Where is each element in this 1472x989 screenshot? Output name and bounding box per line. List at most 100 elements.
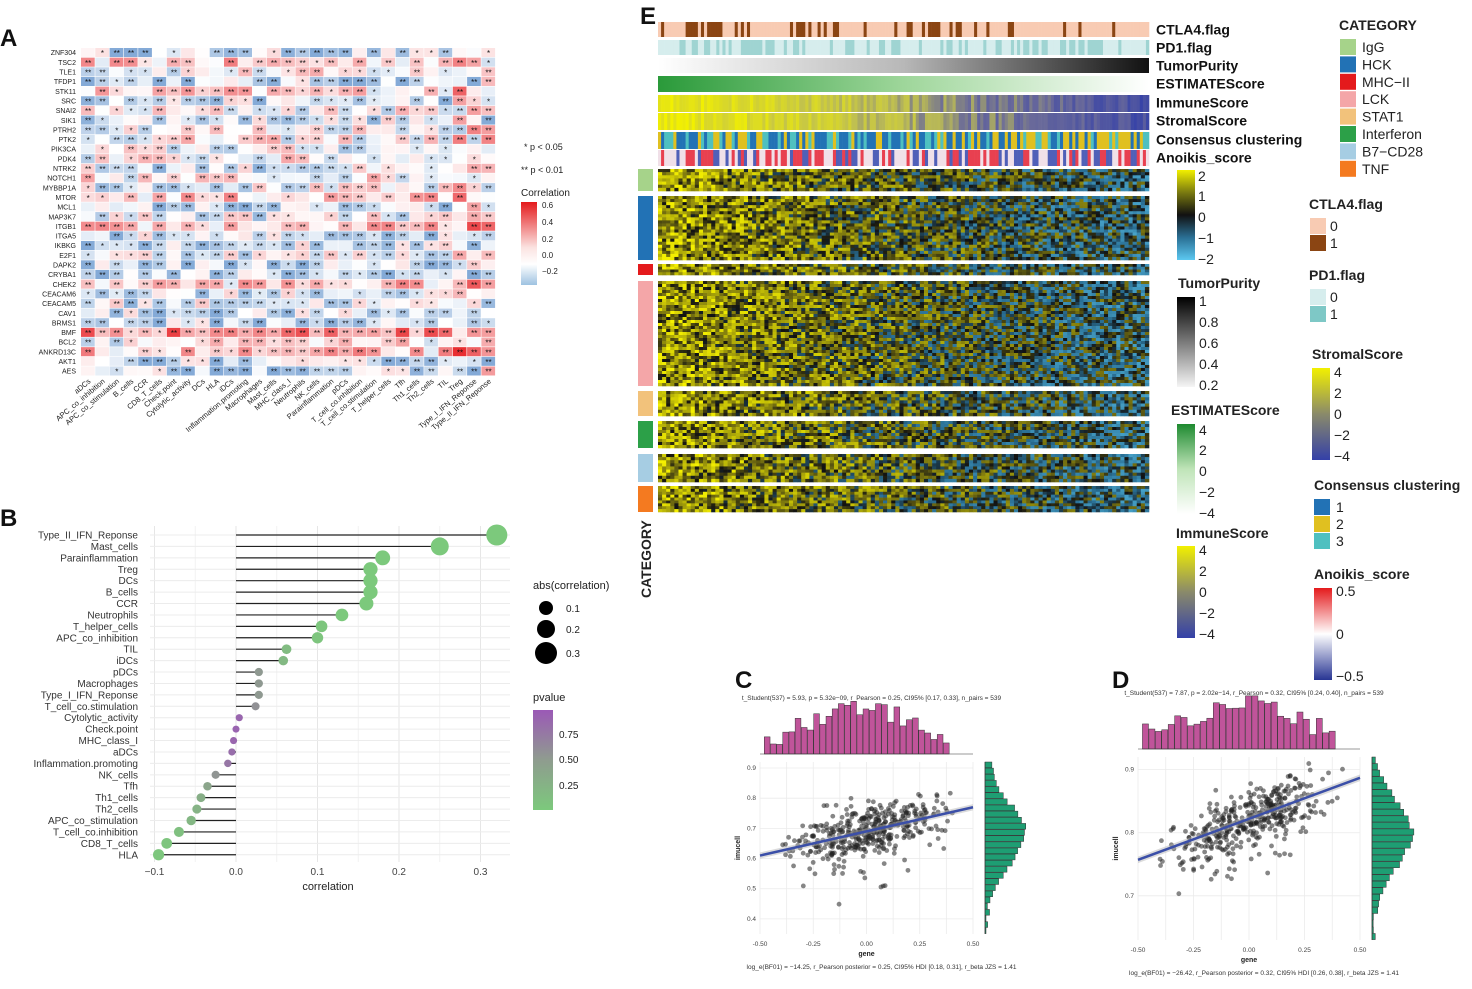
heatmap-cell (424, 67, 438, 77)
significance-mark: ** (342, 348, 348, 357)
histogram-bar-right (984, 823, 1026, 830)
expression-cell (682, 187, 687, 192)
expression-cell (764, 175, 769, 179)
expression-cell (911, 169, 917, 173)
significance-mark: ** (443, 213, 449, 222)
annotation-cell (1013, 95, 1018, 112)
scatter-point (1192, 846, 1198, 852)
lollipop-point (211, 770, 220, 779)
expression-cell (973, 196, 978, 200)
heatmap-cell (252, 105, 267, 115)
expression-cell (731, 169, 737, 173)
significance-mark: ** (214, 271, 220, 280)
expression-cell (776, 175, 782, 179)
annotation-cell (737, 150, 742, 166)
annotation-cell (1136, 132, 1141, 149)
heatmap-cell (266, 125, 281, 135)
heatmap-cell (238, 192, 252, 202)
heatmap-cell (424, 269, 438, 279)
histogram-bar-top (1316, 718, 1323, 750)
annotation-cell (756, 40, 760, 55)
annotation-cell (967, 22, 972, 37)
expression-cell (674, 199, 679, 203)
annotation-cell (697, 113, 702, 130)
significance-mark: ** (128, 300, 134, 309)
annotation-cell (1069, 40, 1073, 55)
heatmap-cell (252, 231, 267, 241)
heatmap-cell (309, 144, 324, 154)
expression-cell (968, 172, 974, 176)
expression-cell (1075, 199, 1080, 203)
significance-mark: ** (242, 368, 248, 377)
expression-cell (682, 196, 687, 200)
expression-cell (662, 178, 667, 182)
heatmap-cell (395, 347, 410, 357)
expression-cell (1103, 172, 1109, 176)
y-axis-label: imucell (1113, 836, 1120, 860)
scatter-point (1231, 833, 1236, 839)
histogram-bar-right (1371, 802, 1401, 810)
expression-cell (883, 199, 888, 203)
annotation-cell (811, 22, 815, 37)
heatmap-cell (409, 241, 424, 251)
expression-cell (735, 196, 741, 200)
scatter-point (1213, 787, 1219, 793)
annotation-cell (940, 132, 944, 149)
expression-cell (866, 178, 872, 182)
annotation-cell (986, 40, 990, 55)
annotation-cell (719, 132, 723, 149)
significance-mark: * (215, 233, 218, 242)
significance-mark: ** (99, 184, 105, 193)
significance-mark: ** (428, 252, 434, 261)
heatmap-cell (138, 250, 152, 260)
heatmap-cell (209, 105, 224, 115)
annotation-cell (912, 150, 917, 166)
heatmap-cell (123, 163, 138, 173)
annotation-cell (857, 22, 861, 37)
heatmap-cell (152, 289, 167, 299)
lollipop-point (278, 655, 289, 666)
annotation-cell (1124, 113, 1128, 130)
annotation-cell (808, 95, 812, 112)
heatmap-cell (281, 115, 295, 125)
heatmap-cell (452, 192, 467, 202)
heatmap-cell (195, 260, 210, 270)
scatter-point (1231, 800, 1237, 805)
significance-mark: * (287, 107, 290, 116)
expression-cell (784, 199, 790, 203)
scatter-point (1257, 824, 1263, 829)
histogram-bar-right (1371, 867, 1394, 875)
heatmap-cell (195, 163, 210, 173)
annotation-cell (1050, 22, 1055, 37)
annotation-cell (768, 95, 772, 112)
annotation-cell (971, 95, 975, 112)
heatmap-cell (352, 105, 367, 115)
histogram-bar-right (1371, 815, 1409, 823)
expression-cell (895, 169, 900, 173)
annotation-cell (1127, 40, 1131, 55)
heatmap-cell (138, 115, 152, 125)
expression-cell (940, 184, 945, 189)
heatmap-cell (252, 48, 267, 58)
scatter-point (808, 849, 813, 854)
heatmap-cell (452, 241, 467, 251)
annotation-cell (796, 40, 800, 55)
annotation-cell (796, 113, 800, 130)
histogram-bar-top (794, 718, 802, 755)
expression-cell (698, 175, 704, 179)
annotation-cell (1115, 132, 1119, 149)
annotation-cell (1023, 95, 1027, 112)
heatmap-cell (152, 57, 167, 67)
expression-cell (903, 169, 908, 173)
annotation-cell (719, 113, 723, 130)
expression-cell (686, 199, 692, 203)
histogram-bar-top (1270, 701, 1278, 750)
heatmap-cell (209, 183, 224, 193)
annotation-cell (676, 150, 680, 166)
histogram-bar-right (1371, 822, 1410, 829)
expression-cell (678, 181, 683, 186)
annotation-cell (1106, 40, 1110, 55)
significance-mark: * (172, 97, 175, 106)
significance-mark: ** (271, 348, 277, 357)
expression-cell (760, 169, 765, 173)
